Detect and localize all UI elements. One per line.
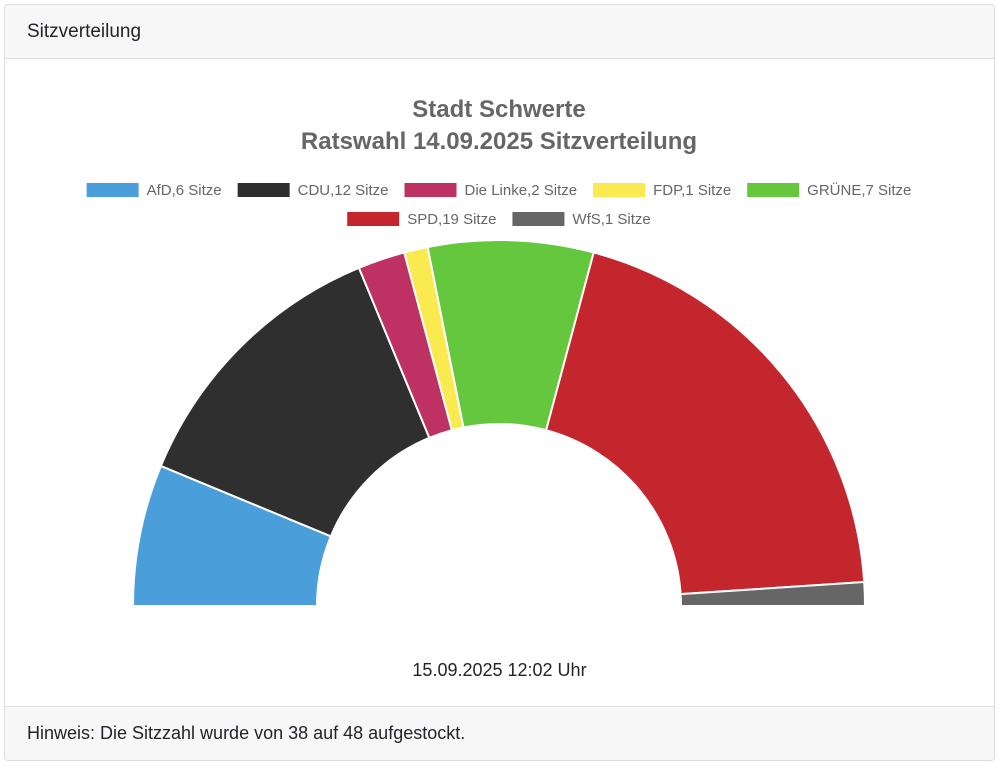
- legend-swatch: [593, 183, 646, 197]
- footer-note: Hinweis: Die Sitzzahl wurde von 38 auf 4…: [27, 723, 466, 743]
- legend-swatch: [347, 212, 400, 226]
- legend-label: CDU,12 Sitze: [298, 182, 389, 199]
- seat-distribution-chart: Stadt Schwerte Ratswahl 14.09.2025 Sitzve…: [86, 96, 911, 607]
- legend-swatch: [512, 212, 565, 226]
- slice-spd: [544, 251, 866, 596]
- chart-title-line: Stadt Schwerte: [412, 96, 585, 123]
- panel-footer: Hinweis: Die Sitzzahl wurde von 38 auf 4…: [5, 706, 994, 760]
- chart-slices: [131, 239, 867, 607]
- slice-cdu: [159, 266, 431, 538]
- legend-label: GRÜNE,7 Sitze: [807, 181, 911, 199]
- chart-title: Stadt Schwerte Ratswahl 14.09.2025 Sitzve…: [301, 96, 697, 155]
- legend-label: FDP,1 Sitze: [653, 182, 731, 199]
- legend-label: Die Linke,2 Sitze: [465, 182, 578, 199]
- legend-label: SPD,19 Sitze: [407, 211, 496, 228]
- chart-title-line: Ratswahl 14.09.2025 Sitzverteilung: [301, 128, 697, 155]
- legend-label: WfS,1 Sitze: [572, 211, 650, 228]
- legend-swatch: [404, 183, 457, 197]
- slice-wfs: [679, 580, 867, 607]
- panel-title: Sitzverteilung: [27, 20, 142, 42]
- legend-label: AfD,6 Sitze: [147, 182, 222, 199]
- seat-distribution-panel: Sitzverteilung Stadt Schwerte Ratswahl 14…: [4, 4, 995, 761]
- panel-header: Sitzverteilung: [5, 5, 994, 59]
- legend-swatch: [86, 183, 139, 197]
- panel-body: Stadt Schwerte Ratswahl 14.09.2025 Sitzve…: [5, 59, 994, 706]
- legend-swatch: [237, 183, 290, 197]
- chart-legend: AfD,6 Sitze CDU,12 Sitze Die Linke,2 Sitze…: [86, 181, 911, 228]
- update-timestamp: 15.09.2025 12:02 Uhr: [412, 660, 587, 680]
- legend-swatch: [747, 183, 800, 197]
